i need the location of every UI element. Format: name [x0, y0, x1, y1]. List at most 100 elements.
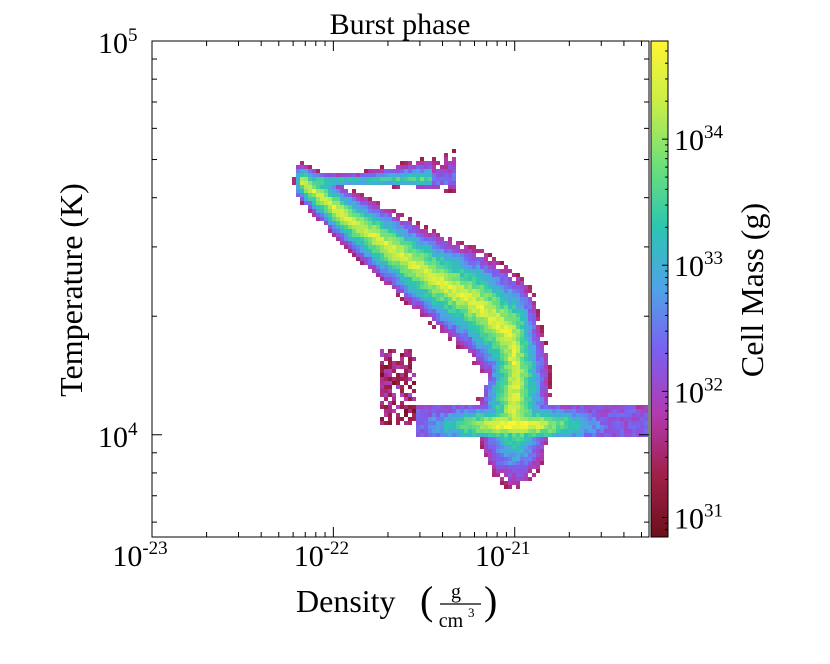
heatmap-cell [488, 349, 492, 353]
heatmap-cell [340, 241, 344, 245]
heatmap-cell [500, 321, 504, 325]
heatmap-cell [408, 181, 412, 185]
heatmap-cell [360, 253, 364, 257]
heatmap-cell [476, 433, 480, 437]
heatmap-cell [492, 293, 496, 297]
colorbar-tick-label: 1033 [674, 248, 723, 283]
heatmap-cell [544, 361, 548, 365]
heatmap-cell [480, 301, 484, 305]
heatmap-cell [456, 301, 460, 305]
heatmap-cell [412, 409, 416, 413]
heatmap-cell [320, 205, 324, 209]
heatmap-cell [324, 181, 328, 185]
heatmap-cell [396, 373, 400, 377]
heatmap-cell [512, 457, 516, 461]
heatmap-cell [528, 325, 532, 329]
heatmap-cell [384, 177, 388, 181]
heatmap-cell [452, 245, 456, 249]
heatmap-cell [532, 405, 536, 409]
heatmap-cell [320, 213, 324, 217]
heatmap-cell [384, 213, 388, 217]
heatmap-cell [500, 433, 504, 437]
heatmap-cell [496, 365, 500, 369]
heatmap-cell [480, 401, 484, 405]
heatmap-cell [444, 309, 448, 313]
heatmap-cell [480, 421, 484, 425]
heatmap-cell [364, 217, 368, 221]
heatmap-cell [412, 173, 416, 177]
heatmap-cell [508, 365, 512, 369]
heatmap-cell [552, 429, 556, 433]
heatmap-cell [388, 413, 392, 417]
heatmap-cell [432, 161, 436, 165]
heatmap-cell [520, 389, 524, 393]
heatmap-cell [436, 233, 440, 237]
heatmap-cell [472, 297, 476, 301]
heatmap-cell [620, 413, 624, 417]
heatmap-cell [324, 197, 328, 201]
heatmap-cell [372, 217, 376, 221]
heatmap-cell [528, 365, 532, 369]
heatmap-cell [440, 309, 444, 313]
heatmap-cell [496, 389, 500, 393]
heatmap-cell [332, 217, 336, 221]
heatmap-cell [424, 429, 428, 433]
heatmap-cell [400, 357, 404, 361]
heatmap-cell [468, 333, 472, 337]
heatmap-cell [392, 269, 396, 273]
heatmap-cell [392, 173, 396, 177]
heatmap-cell [540, 393, 544, 397]
heatmap-cell [404, 165, 408, 169]
heatmap-cell [412, 389, 416, 393]
heatmap-cell [516, 353, 520, 357]
heatmap-cell [536, 457, 540, 461]
heatmap-cell [488, 381, 492, 385]
heatmap-cell [604, 421, 608, 425]
heatmap-cell [476, 417, 480, 421]
heatmap-cell [428, 425, 432, 429]
heatmap-cell [608, 433, 612, 437]
heatmap-cell [560, 413, 564, 417]
heatmap-cell [380, 213, 384, 217]
heatmap-cell [508, 393, 512, 397]
heatmap-cell [456, 269, 460, 273]
heatmap-cell [376, 181, 380, 185]
heatmap-cell [596, 409, 600, 413]
heatmap-cell [388, 265, 392, 269]
heatmap-cell [616, 433, 620, 437]
heatmap-cell [604, 417, 608, 421]
heatmap-cell [408, 385, 412, 389]
heatmap-cell [420, 293, 424, 297]
heatmap-cell [476, 293, 480, 297]
heatmap-cell [456, 241, 460, 245]
heatmap-cell [400, 401, 404, 405]
heatmap-cell [556, 405, 560, 409]
heatmap-cell [520, 469, 524, 473]
heatmap-cell [332, 233, 336, 237]
heatmap-cell [388, 253, 392, 257]
heatmap-cell [304, 181, 308, 185]
heatmap-cell [504, 405, 508, 409]
heatmap-cell [532, 325, 536, 329]
heatmap-cell [420, 277, 424, 281]
heatmap-cell [464, 265, 468, 269]
heatmap-cell [400, 233, 404, 237]
heatmap-cell [532, 369, 536, 373]
heatmap-cell [552, 409, 556, 413]
heatmap-cell [508, 309, 512, 313]
heatmap-cell [532, 353, 536, 357]
heatmap-cell [444, 301, 448, 305]
heatmap-cell [340, 229, 344, 233]
heatmap-cell [476, 409, 480, 413]
heatmap-cell [380, 365, 384, 369]
y-axis-label: Temperature (K) [53, 183, 89, 397]
heatmap-cell [396, 233, 400, 237]
heatmap-cell [372, 173, 376, 177]
heatmap-cell [548, 409, 552, 413]
heatmap-cell [444, 249, 448, 253]
heatmap-cell [588, 433, 592, 437]
heatmap-cell [448, 425, 452, 429]
heatmap-cell [408, 421, 412, 425]
heatmap-cell [348, 245, 352, 249]
heatmap-cell [536, 437, 540, 441]
